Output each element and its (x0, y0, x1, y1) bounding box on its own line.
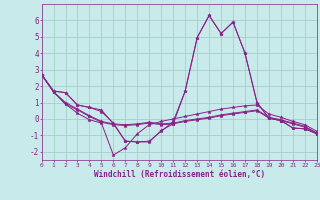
X-axis label: Windchill (Refroidissement éolien,°C): Windchill (Refroidissement éolien,°C) (94, 170, 265, 179)
